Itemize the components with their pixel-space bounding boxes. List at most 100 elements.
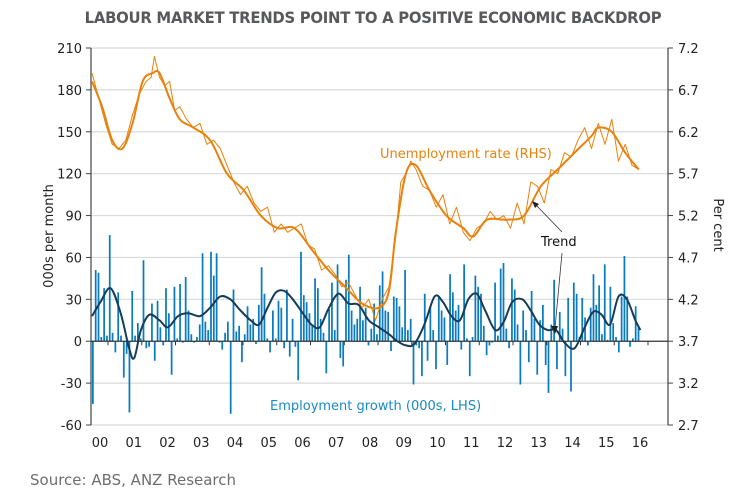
employment-bar: [260, 267, 263, 342]
employment-bar: [502, 263, 505, 342]
employment-bar: [339, 341, 342, 358]
employment-bar: [601, 334, 603, 342]
employment-bar: [317, 288, 319, 342]
employment-bar: [463, 264, 465, 342]
employment-bar: [384, 310, 387, 342]
employment-bar: [632, 338, 634, 342]
right-tick-label: 6.2: [678, 126, 699, 141]
left-tick-label: 0: [74, 335, 82, 350]
employment-bar: [218, 341, 221, 343]
x-tick-label: 16: [632, 436, 649, 451]
employment-bar: [249, 324, 252, 342]
employment-bar: [376, 334, 378, 342]
employment-bar: [539, 320, 541, 342]
employment-bar: [421, 341, 423, 377]
employment-bar: [390, 341, 392, 351]
employment-bar: [114, 341, 117, 353]
employment-bar: [513, 289, 516, 342]
employment-bar: [235, 331, 238, 342]
employment-bar: [288, 341, 291, 357]
employment-bar: [204, 321, 207, 342]
employment-bar: [269, 341, 271, 353]
trend-label: Trend: [540, 235, 577, 250]
employment-bar: [252, 318, 255, 342]
employment-bar: [128, 341, 131, 413]
employment-bar: [184, 276, 187, 342]
right-tick-label: 7.2: [678, 42, 699, 57]
employment-bar: [373, 303, 375, 342]
employment-bar: [94, 270, 97, 342]
employment-bar: [145, 341, 148, 349]
employment-bar: [193, 341, 195, 343]
employment-bar: [100, 337, 103, 342]
tick-labels: 2101801501209060300-30-607.26.76.25.75.2…: [57, 42, 699, 451]
employment-bar: [637, 327, 640, 342]
employment-bar: [570, 341, 572, 392]
employment-bar: [581, 297, 584, 342]
employment-bar: [176, 338, 179, 342]
employment-bar: [547, 341, 550, 393]
employment-bars: [92, 235, 640, 414]
employment-bar: [527, 341, 530, 363]
employment-bar: [297, 341, 300, 381]
employment-bar: [280, 307, 283, 342]
employment-bar: [153, 341, 156, 361]
employment-bar: [584, 317, 586, 342]
employment-bar: [443, 317, 446, 342]
employment-bar: [634, 306, 637, 342]
employment-bar: [314, 278, 316, 342]
x-tick-label: 15: [598, 436, 615, 451]
employment-bar: [423, 293, 426, 342]
employment-bar: [437, 296, 440, 342]
employment-bar: [103, 288, 105, 342]
employment-bar: [353, 324, 356, 342]
employment-bar: [446, 341, 449, 365]
employment-bar: [440, 310, 443, 342]
employment-bar: [471, 337, 474, 342]
employment-bar: [491, 341, 494, 343]
left-tick-label: 120: [57, 168, 82, 183]
employment-bar: [187, 310, 190, 342]
employment-bar: [387, 311, 390, 342]
employment-bar: [159, 327, 162, 342]
employment-bar: [606, 339, 609, 342]
employment-bar: [165, 288, 167, 342]
employment-bar: [117, 292, 120, 342]
employment-bar: [266, 338, 269, 342]
employment-bar: [603, 264, 606, 342]
employment-bar: [319, 318, 322, 342]
employment-bar: [561, 328, 564, 342]
employment-bar: [336, 264, 339, 342]
employment-bar: [359, 286, 361, 342]
employment-bar: [415, 341, 418, 346]
employment-bar: [567, 297, 570, 342]
x-tick-label: 02: [159, 436, 176, 451]
employment-bar: [190, 334, 193, 342]
employment-bar: [148, 341, 150, 347]
unemployment-rate-line: [91, 55, 640, 321]
employment-bar: [286, 289, 288, 342]
employment-bar: [255, 341, 257, 345]
employment-bar: [460, 341, 463, 350]
employment-bar: [544, 341, 547, 365]
employment-bar: [173, 286, 176, 342]
employment-bar: [196, 337, 198, 342]
left-tick-label: 90: [65, 210, 82, 225]
employment-bar: [508, 341, 510, 349]
unemployment-trend-line: [91, 69, 640, 310]
employment-bar: [162, 341, 165, 346]
employment-bar: [525, 330, 527, 342]
employment-label: Employment growth (000s, LHS): [270, 399, 481, 414]
trend-arrow-upper: [535, 204, 563, 233]
right-tick-label: 3.7: [678, 335, 699, 350]
employment-bar: [409, 318, 412, 342]
right-tick-label: 5.7: [678, 168, 699, 183]
employment-bar: [111, 332, 114, 342]
right-tick-label: 4.7: [678, 251, 699, 266]
employment-bar: [325, 341, 328, 374]
employment-bar: [477, 286, 480, 342]
employment-bar: [300, 251, 302, 342]
employment-bar: [620, 296, 623, 342]
employment-bar: [615, 337, 617, 342]
employment-bar: [207, 330, 210, 342]
